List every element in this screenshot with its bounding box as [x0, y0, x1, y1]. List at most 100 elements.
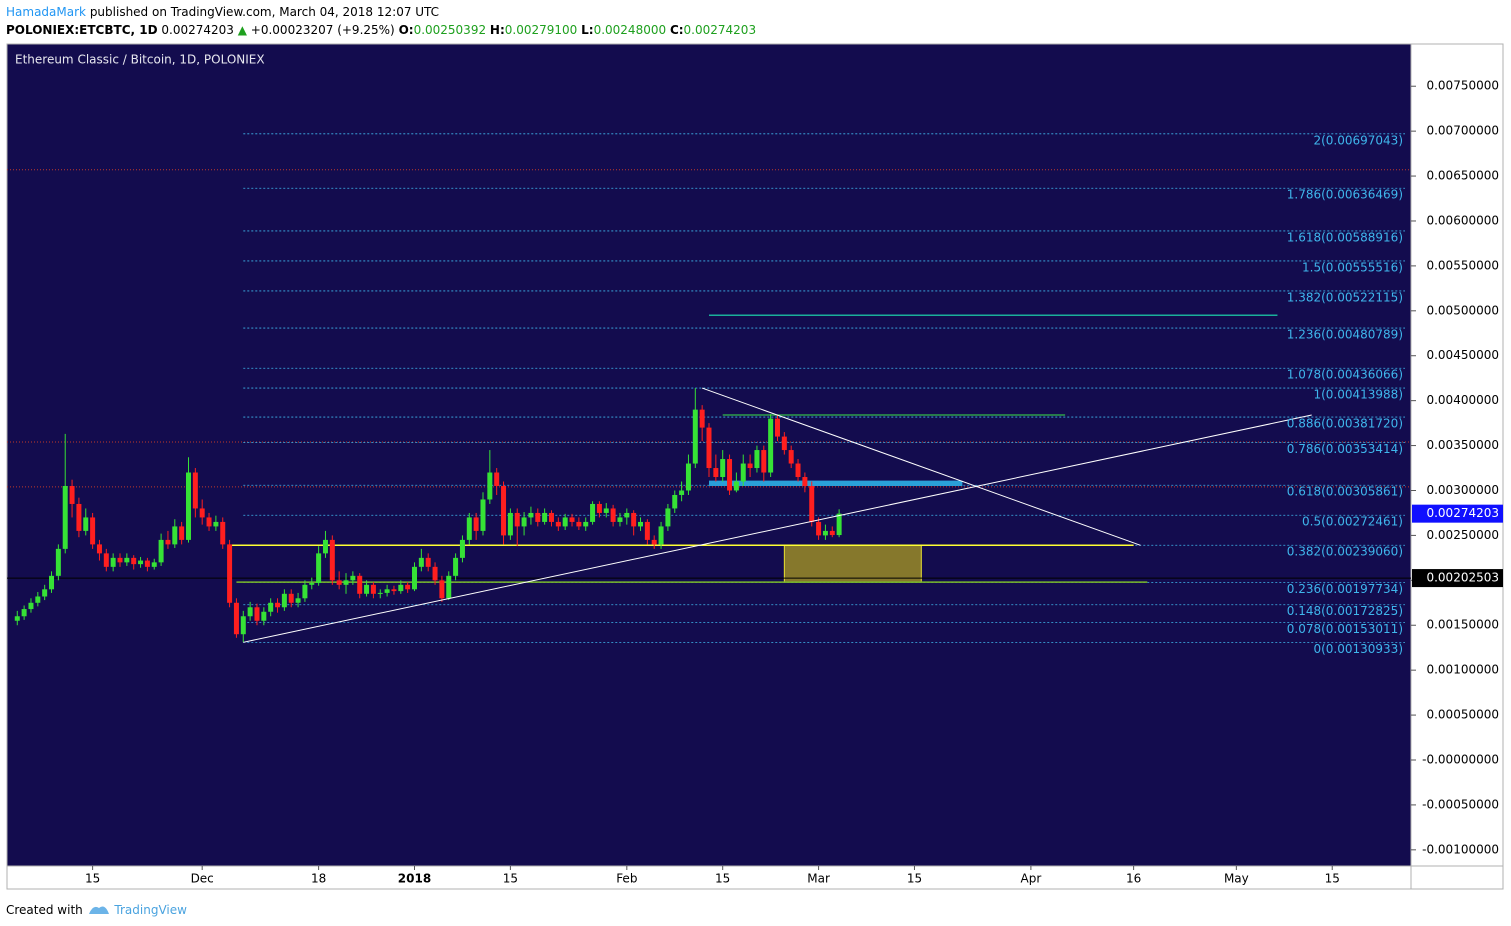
candle-body — [247, 607, 253, 617]
y-tick-label: 0.00450000 — [1426, 348, 1499, 362]
fib-label: 1.078(0.00436066) — [1287, 368, 1403, 382]
price-badge — [1412, 569, 1503, 588]
candle-body — [275, 602, 281, 608]
candle-body — [507, 512, 513, 536]
candle-body — [42, 589, 48, 597]
candle-body — [822, 530, 828, 536]
y-tick-label: 0.00750000 — [1426, 79, 1499, 93]
price-badge-label: 0.00202503 — [1426, 571, 1499, 585]
x-tick-label: 16 — [1126, 872, 1141, 886]
candle-body — [240, 616, 246, 635]
candle-body — [21, 609, 27, 617]
y-tick-label: 0.00650000 — [1426, 169, 1499, 183]
fib-label: 0.078(0.00153011) — [1287, 622, 1403, 636]
candle-body — [583, 521, 589, 527]
price-badge-label: 0.00274203 — [1426, 506, 1499, 520]
candle-body — [638, 521, 644, 527]
candle-body — [288, 593, 294, 603]
candle-body — [90, 517, 96, 545]
candle-body — [439, 580, 445, 599]
trendline — [243, 414, 1312, 643]
candle-body — [425, 557, 431, 567]
author[interactable]: HamadaMark — [6, 5, 86, 19]
candle-body — [261, 611, 267, 621]
candle-body — [370, 584, 376, 594]
ohlc-value: 0.00279100 — [504, 23, 578, 37]
candle-body — [473, 517, 479, 531]
candle-body — [501, 485, 507, 536]
candle-body — [781, 436, 787, 451]
y-tick-label: 0.00700000 — [1426, 124, 1499, 138]
y-tick-label: 0.00600000 — [1426, 213, 1499, 227]
y-tick-label: -0.00000000 — [1422, 752, 1499, 766]
candle-body — [192, 472, 198, 509]
candle-body — [302, 584, 308, 599]
ohlc-value: 0.00250392 — [413, 23, 487, 37]
fib-label: 0.786(0.00353414) — [1287, 442, 1403, 456]
candle-body — [329, 539, 335, 581]
candle-body — [679, 490, 685, 495]
candle-body — [631, 512, 637, 527]
candle-body — [49, 575, 55, 590]
candle-body — [35, 596, 41, 603]
candle-body — [459, 539, 465, 558]
y-tick-label: 0.00350000 — [1426, 438, 1499, 452]
candle-body — [124, 557, 130, 563]
candle-body — [138, 560, 144, 565]
publish-line: HamadaMark published on TradingView.com,… — [6, 3, 756, 21]
candle-body — [816, 521, 822, 536]
candle-body — [542, 512, 548, 522]
plot — [7, 133, 1411, 643]
candle-body — [603, 508, 609, 513]
price-badge — [1412, 504, 1503, 523]
candle-body — [548, 512, 554, 522]
candle-body — [720, 459, 726, 478]
ohlc-label: C: — [669, 23, 684, 37]
candle-body — [69, 485, 75, 504]
candle-body — [295, 598, 301, 603]
y-tick-label: 0.00300000 — [1426, 483, 1499, 497]
candle-body — [535, 512, 541, 522]
published: published on TradingView.com, March 04, … — [89, 5, 440, 19]
y-tick-label: 0.00150000 — [1426, 618, 1499, 632]
candle-body — [610, 508, 616, 522]
fib-label: 0.382(0.00239060) — [1287, 545, 1403, 559]
y-tick-label: 0.00250000 — [1426, 528, 1499, 542]
brand[interactable]: TradingView — [114, 903, 187, 917]
candle-body — [151, 562, 157, 567]
candle-body — [692, 409, 698, 464]
candle-body — [357, 575, 363, 594]
trendline — [701, 387, 1141, 546]
x-tick-label: 18 — [311, 872, 326, 886]
candle-body — [446, 575, 452, 599]
fib-label: 0.618(0.00305861) — [1287, 485, 1403, 499]
chart-title: Ethereum Classic / Bitcoin, 1D, POLONIEX — [15, 53, 265, 67]
header: HamadaMark published on TradingView.com,… — [6, 3, 756, 39]
candle-body — [165, 539, 171, 545]
candle-body — [665, 508, 671, 527]
candle-body — [158, 539, 164, 563]
fib-label: 1.236(0.00480789) — [1287, 328, 1403, 342]
candle-body — [220, 521, 226, 545]
x-tick-label: 15 — [715, 872, 730, 886]
candle-body — [685, 463, 691, 491]
candle-body — [412, 566, 418, 590]
zone — [709, 480, 963, 486]
ohlc-label: H: — [489, 23, 505, 37]
candle-body — [713, 468, 719, 478]
candle-body — [829, 530, 835, 536]
candle-body — [172, 526, 178, 545]
x-tick-label: Mar — [807, 872, 830, 886]
candle-body — [658, 526, 664, 545]
candle-body — [391, 589, 397, 592]
candle-body — [336, 580, 342, 585]
candle-body — [747, 463, 753, 469]
candle-body — [227, 544, 233, 603]
brand-icon — [88, 906, 109, 914]
candle-body — [350, 575, 356, 581]
candle-body — [569, 517, 575, 522]
candle-body — [624, 512, 630, 518]
fib-label: 0.5(0.00272461) — [1302, 515, 1403, 529]
